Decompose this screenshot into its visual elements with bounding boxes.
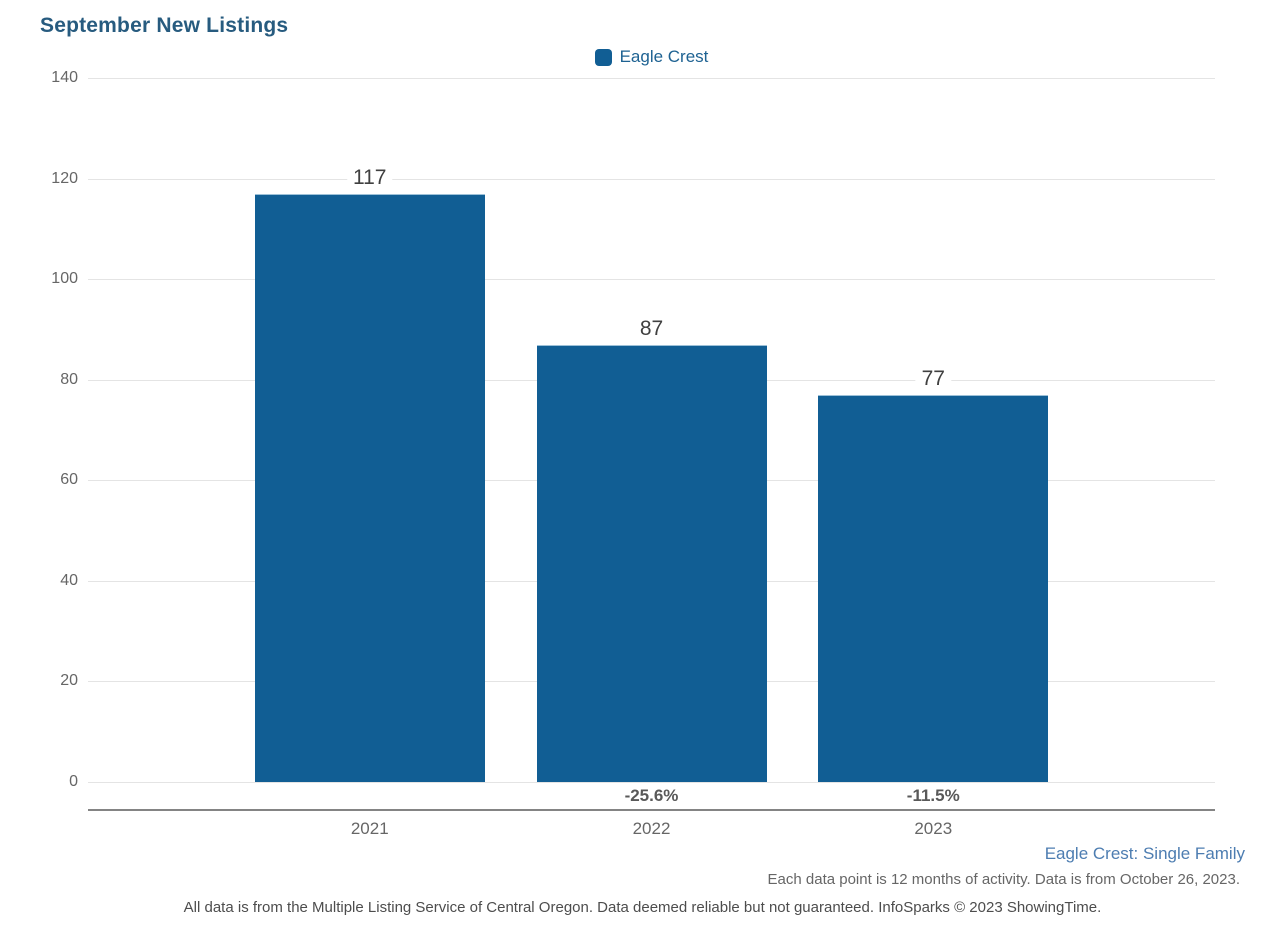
x-axis-line [88, 809, 1215, 811]
y-tick-label-120: 120 [51, 169, 78, 187]
y-tick-label-0: 0 [69, 773, 78, 790]
bar-2023[interactable] [818, 394, 1049, 782]
bar-2021[interactable] [254, 193, 485, 782]
x-tick-label-2022: 2022 [632, 819, 671, 838]
legend-item-eagle-crest[interactable]: Eagle Crest [88, 45, 1215, 69]
series-note: Eagle Crest: Single Family [1044, 844, 1245, 863]
x-tick-label-2021: 2021 [350, 819, 389, 838]
legend-label: Eagle Crest [619, 47, 709, 66]
value-label-2021: 117 [347, 165, 393, 190]
gridline-100 [88, 279, 1215, 281]
pct-change-label-2023: -11.5% [906, 786, 960, 805]
y-tick-label-80: 80 [60, 370, 78, 388]
y-tick-label-60: 60 [60, 471, 78, 489]
disclaimer: All data is from the Multiple Listing Se… [183, 899, 1102, 916]
gridline-0 [88, 782, 1215, 783]
plot-area [88, 78, 1215, 783]
value-label-2023: 77 [915, 366, 951, 391]
x-tick-label-2023: 2023 [914, 819, 953, 838]
pct-change-label-2022: -25.6% [624, 786, 679, 805]
y-tick-label-20: 20 [60, 672, 78, 690]
y-tick-label-100: 100 [51, 270, 78, 288]
value-label-2022: 87 [633, 316, 670, 341]
chart-title: September New Listings [40, 14, 289, 37]
gridline-120 [88, 178, 1215, 180]
bar-2022[interactable] [536, 344, 767, 782]
y-tick-label-140: 140 [51, 69, 78, 86]
gridline-140 [88, 78, 1215, 79]
data-note: Each data point is 12 months of activity… [767, 871, 1240, 888]
y-tick-label-40: 40 [60, 571, 78, 589]
legend-swatch-icon [594, 48, 612, 66]
